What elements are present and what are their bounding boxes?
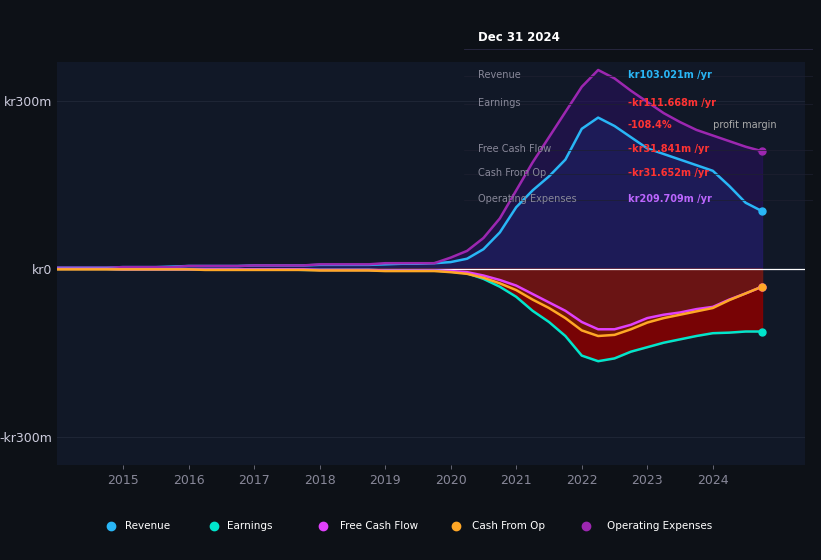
Text: Free Cash Flow: Free Cash Flow (341, 521, 419, 531)
Text: Cash From Op: Cash From Op (478, 168, 546, 178)
Text: profit margin: profit margin (710, 120, 777, 130)
Text: Earnings: Earnings (227, 521, 273, 531)
Text: Cash From Op: Cash From Op (472, 521, 545, 531)
Text: kr103.021m /yr: kr103.021m /yr (628, 71, 712, 81)
Text: Free Cash Flow: Free Cash Flow (478, 144, 551, 154)
Text: -kr111.668m /yr: -kr111.668m /yr (628, 99, 716, 108)
Text: -kr31.841m /yr: -kr31.841m /yr (628, 144, 709, 154)
Text: -108.4%: -108.4% (628, 120, 672, 130)
Text: Dec 31 2024: Dec 31 2024 (478, 31, 560, 44)
Text: Operating Expenses: Operating Expenses (607, 521, 712, 531)
Text: Revenue: Revenue (125, 521, 170, 531)
Text: Revenue: Revenue (478, 71, 521, 81)
Text: Earnings: Earnings (478, 99, 521, 108)
Text: -kr31.652m /yr: -kr31.652m /yr (628, 168, 709, 178)
Text: Operating Expenses: Operating Expenses (478, 194, 576, 204)
Text: kr209.709m /yr: kr209.709m /yr (628, 194, 712, 204)
